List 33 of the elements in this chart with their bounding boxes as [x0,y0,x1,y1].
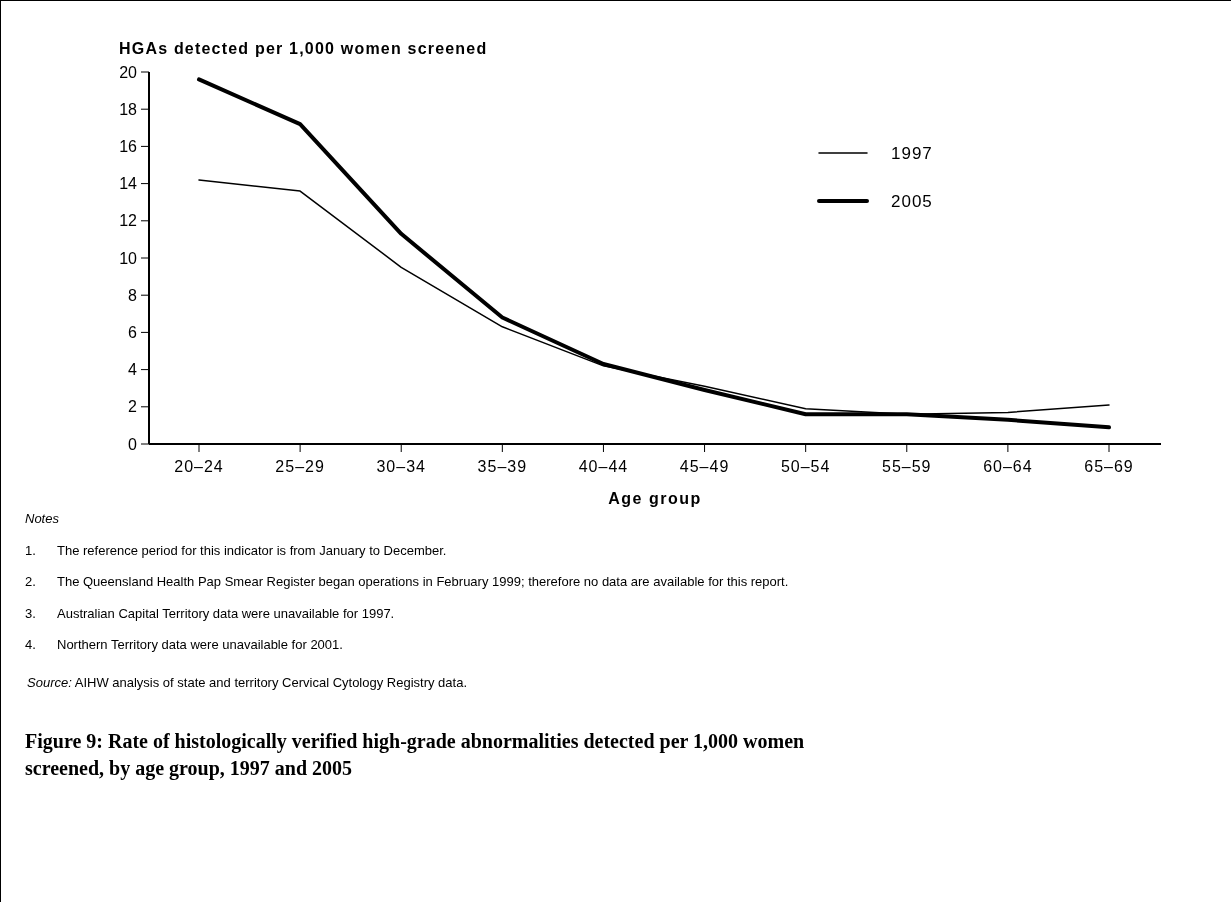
x-tick-label: 50–54 [780,458,831,475]
x-tick-label: 35–39 [477,458,528,475]
y-tick-label: 18 [119,100,138,118]
text: 2. The Queensland Health Pap Smear Register began operations in February 1999; therefore no data are available for this report. [25,574,789,589]
line-series [197,77,1111,430]
y-tick-label: 0 [128,435,138,453]
text: Figure 9: Rate of histologically verified high-grade abnormalities detected per 1,000 women screened, by age group, 1997 and 2005 [25,730,805,780]
y-tick-label: 10 [119,249,138,267]
x-tick-label: 55–59 [882,458,932,475]
legend-label: 2005 [891,191,933,211]
y-tick-label: 12 [119,212,138,230]
legend-label: 1997 [891,143,933,163]
text: 4. Northern Territory data were unavailable for 2001. [25,637,343,652]
x-tick-label: 45–49 [679,458,730,475]
x-tick-label: 30–34 [376,458,426,475]
y-axis-title: HGAs detected per 1,000 women screened [119,40,488,57]
x-tick-label: 20–24 [174,458,224,475]
y-tick-label: 8 [128,286,138,304]
x-axis-title: Age group [608,490,702,507]
x-tick-label: 65–69 [1084,458,1134,475]
source-note: Source: AIHW analysis of state and territory Cervical Cytology Registry data. [27,674,468,690]
text: 1. The reference period for this indicator is from January to December. [25,542,447,558]
y-tick-label: 20 [119,63,138,81]
x-tick-label: 25–29 [275,458,325,475]
y-tick-label: 2 [128,398,138,416]
text: 3. Australian Capital Territory data were unavailable for 1997. [25,605,395,621]
y-tick-label: 14 [119,175,138,193]
y-tick-label: 16 [119,138,138,155]
x-tick-label: 40–44 [578,458,629,475]
y-tick-label: 4 [128,361,138,379]
y-tick-label: 6 [128,324,138,341]
text: Notes [25,511,60,526]
x-tick-label: 60–64 [983,458,1033,475]
